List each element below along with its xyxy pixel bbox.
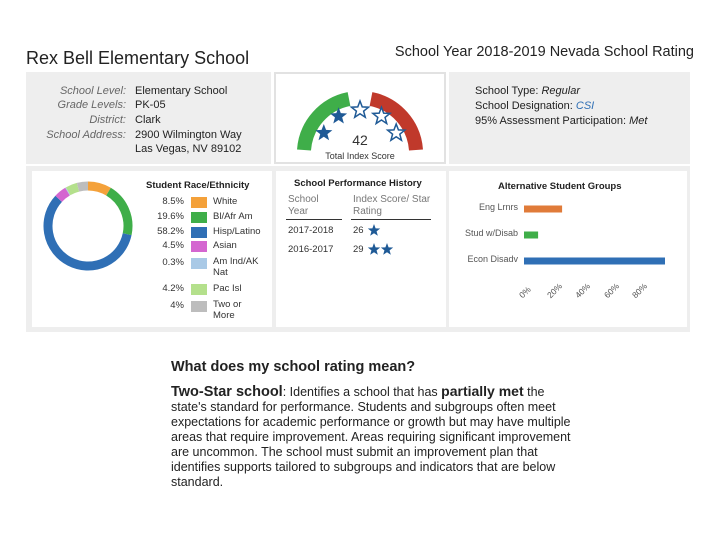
- race-swatch-0: [191, 197, 207, 208]
- grade-levels-label: Grade Levels:: [57, 99, 126, 111]
- address-line2: Las Vegas, NV 89102: [135, 143, 242, 155]
- race-name-0: White: [213, 196, 238, 207]
- participation-row: 95% Assessment Participation: Met: [475, 115, 647, 128]
- gauge-green-arc: [297, 92, 351, 151]
- district-label: District:: [89, 114, 126, 126]
- rating-gauge: [297, 92, 423, 151]
- race-swatch-3: [191, 241, 207, 252]
- school-type-panel: [449, 72, 690, 164]
- race-name-2: Hisp/Latino: [213, 226, 261, 237]
- total-index-score-label: Total Index Score: [325, 151, 395, 161]
- school-level-label: School Level:: [59, 85, 126, 97]
- race-name-4: Am Ind/AK Nat: [213, 256, 259, 278]
- race-swatch-2: [191, 227, 207, 238]
- history-score-1: 29: [353, 244, 364, 255]
- alt-groups-chart: [524, 205, 665, 265]
- total-index-score: 42: [352, 132, 368, 148]
- history-year-1: 2016-2017: [288, 244, 334, 255]
- race-name-3: Asian: [213, 240, 237, 251]
- race-swatch-6: [191, 301, 207, 312]
- history-col-year-underline: [286, 219, 342, 220]
- donut-slice-2: [43, 195, 132, 271]
- rating-title: School Year 2018-2019 Nevada School Rati…: [394, 44, 694, 60]
- race-title: Student Race/Ethnicity: [146, 180, 250, 191]
- race-pct-5: 4.2%: [162, 283, 184, 294]
- district-value: Clark: [135, 114, 161, 126]
- school-designation-row: School Designation: CSI: [475, 100, 594, 113]
- history-score-0: 26: [353, 225, 364, 236]
- gauge-red-arc: [369, 92, 423, 151]
- race-name-6: Two or More: [213, 299, 242, 321]
- race-pct-3: 4.5%: [162, 240, 184, 251]
- school-type-value: Regular: [541, 85, 580, 97]
- race-swatch-4: [191, 258, 207, 269]
- school-info-panel: [26, 72, 271, 164]
- gauge-star-empty-icon: [370, 105, 393, 126]
- alt-category-0: Eng Lrnrs: [478, 202, 518, 212]
- alt-category-2: Econ Disadv: [467, 254, 518, 264]
- alt-groups-title: Alternative Student Groups: [498, 181, 622, 192]
- meaning-heading: Two-Star school: [171, 384, 283, 400]
- school-name: Rex Bell Elementary School: [26, 48, 250, 68]
- history-card: [276, 171, 446, 327]
- school-type-label: School Type:: [475, 85, 539, 97]
- alt-groups-card: [449, 171, 687, 327]
- meaning-text: the state's standard for performance. St…: [171, 385, 571, 489]
- race-name-1: Bl/Afr Am: [213, 211, 253, 222]
- grade-levels-value: PK-05: [135, 99, 166, 111]
- meaning-intro: : Identifies a school that has: [282, 385, 442, 399]
- race-pct-2: 58.2%: [157, 226, 184, 237]
- history-year-0: 2017-2018: [288, 225, 334, 236]
- race-pct-4: 0.3%: [162, 257, 184, 268]
- school-type-row: School Type: Regular: [475, 85, 580, 98]
- donut-slice-1: [105, 187, 133, 236]
- participation-label: 95% Assessment Participation:: [475, 115, 627, 127]
- participation-value: Met: [629, 115, 648, 127]
- school-level-value: Elementary School: [135, 85, 228, 97]
- race-donut: [43, 181, 133, 271]
- race-pct-1: 19.6%: [157, 211, 184, 222]
- alt-bar-1: [524, 231, 539, 239]
- address-label: School Address:: [46, 129, 126, 141]
- donut-slice-3: [55, 187, 70, 202]
- alt-bar-0: [524, 205, 563, 213]
- meaning-title: What does my school rating mean?: [171, 359, 416, 375]
- donut-slice-6: [76, 181, 89, 192]
- gauge-star-filled-icon: [315, 123, 333, 141]
- race-pct-6: 4%: [170, 300, 184, 311]
- race-card: [32, 171, 272, 327]
- meaning-body: Two-Star school: Identifies a school tha…: [171, 384, 581, 490]
- meaning-emphasis: partially met: [441, 383, 524, 399]
- school-designation-label: School Designation:: [475, 100, 573, 112]
- history-col-score: Index Score/ Star Rating: [353, 194, 431, 217]
- history-col-score-underline: [351, 219, 431, 220]
- history-col-year: School Year: [288, 194, 319, 217]
- history-star-icon: [380, 243, 394, 255]
- race-name-5: Pac Isl: [213, 283, 242, 294]
- gauge-star-empty-icon: [349, 98, 371, 120]
- gauge-star-filled-icon: [330, 107, 348, 124]
- alt-category-1: Stud w/Disab: [464, 228, 518, 238]
- race-swatch-5: [191, 284, 207, 295]
- address-line1: 2900 Wilmington Way: [135, 129, 242, 141]
- history-stars-0: [367, 224, 381, 236]
- donut-slice-0: [87, 181, 111, 196]
- history-star-icon: [367, 224, 381, 236]
- race-pct-0: 8.5%: [162, 196, 184, 207]
- race-swatch-1: [191, 212, 207, 223]
- alt-bar-2: [524, 257, 665, 265]
- donut-slice-5: [65, 182, 80, 196]
- history-stars-1: [367, 243, 394, 255]
- gauge-star-empty-icon: [385, 121, 407, 142]
- school-designation-value: CSI: [575, 100, 595, 112]
- history-star-icon: [367, 243, 381, 255]
- history-title: School Performance History: [294, 178, 422, 189]
